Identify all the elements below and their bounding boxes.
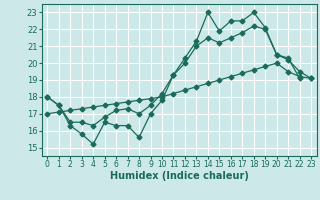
X-axis label: Humidex (Indice chaleur): Humidex (Indice chaleur) <box>110 171 249 181</box>
